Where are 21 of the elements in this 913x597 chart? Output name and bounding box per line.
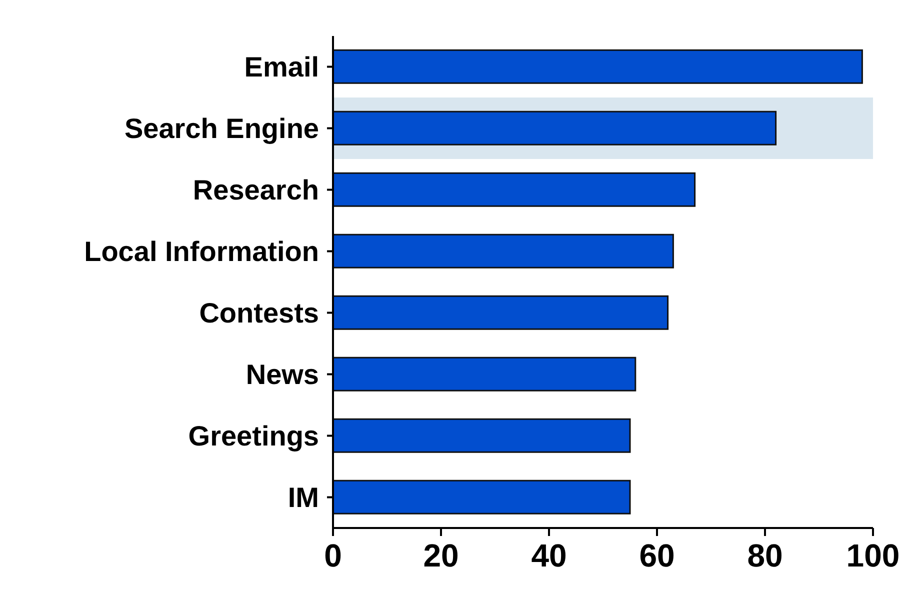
y-tick-label: Search Engine xyxy=(124,113,319,144)
bar xyxy=(333,356,636,392)
y-tick-label: News xyxy=(246,359,319,390)
x-tick-label: 60 xyxy=(639,538,675,574)
bar xyxy=(333,295,669,330)
x-tick-label: 0 xyxy=(324,538,342,574)
y-tick-label: Greetings xyxy=(188,420,319,452)
y-tick-label: Contests xyxy=(199,298,319,329)
x-tick-label: 100 xyxy=(846,538,900,574)
y-tick-label: Research xyxy=(192,174,319,206)
x-tick-label: 20 xyxy=(423,538,459,574)
y-tick-label: Email xyxy=(244,52,319,83)
bar xyxy=(333,480,631,514)
y-tick-label: Local Information xyxy=(84,236,319,268)
x-tick-label: 40 xyxy=(531,538,567,574)
bar xyxy=(333,172,696,207)
y-tick-label: IM xyxy=(288,482,319,514)
bar xyxy=(333,418,631,453)
bar xyxy=(333,234,674,268)
x-tick-label: 80 xyxy=(747,538,783,574)
bar xyxy=(333,49,863,84)
